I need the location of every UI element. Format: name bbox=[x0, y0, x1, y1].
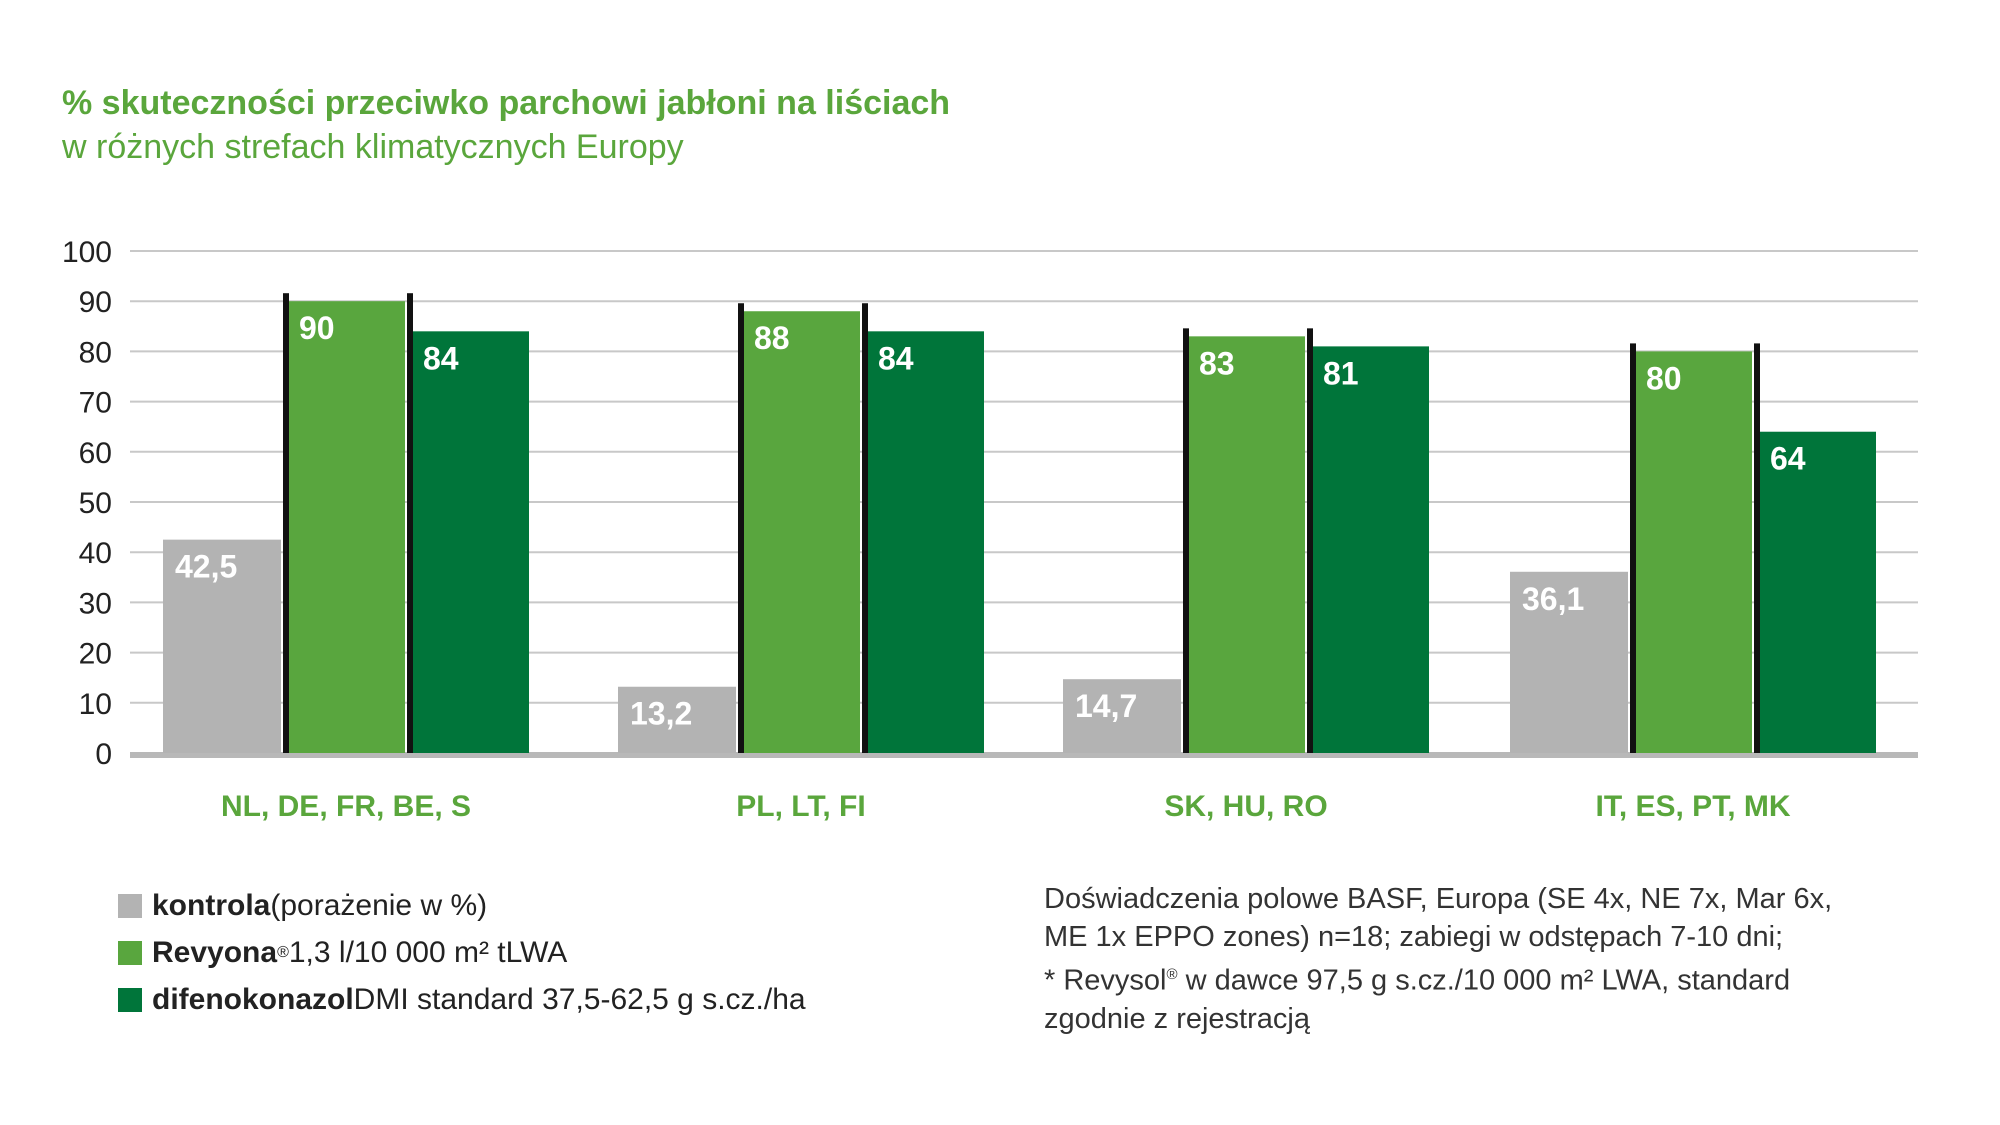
bar-edge bbox=[738, 303, 744, 753]
bar-chart: 0 10 20 30 40 50 60 70 80 90 100 42,5 90 84 NL, DE, FR… bbox=[62, 236, 1918, 823]
bar-kontrola bbox=[1510, 571, 1628, 753]
y-tick-label: 40 bbox=[79, 537, 112, 570]
bar-edge bbox=[862, 303, 868, 753]
bar-kontrola bbox=[1063, 679, 1181, 753]
data-label: 14,7 bbox=[1075, 688, 1137, 724]
bar-difenokonazol bbox=[1311, 346, 1429, 753]
y-tick-label: 80 bbox=[79, 336, 112, 369]
x-category-label: SK, HU, RO bbox=[1164, 790, 1327, 823]
legend-label-bold: Revyona bbox=[152, 935, 278, 969]
data-label: 36,1 bbox=[1522, 581, 1584, 617]
bar-difenokonazol bbox=[1758, 431, 1876, 753]
chart-title: % skuteczności przeciwko parchowi jabłon… bbox=[62, 84, 951, 122]
data-label: 80 bbox=[1646, 360, 1682, 396]
legend-item-revyona: Revyona ® 1,3 l/10 000 m² tLWA bbox=[118, 929, 806, 976]
y-tick-label: 0 bbox=[95, 738, 112, 771]
bar-kontrola bbox=[163, 539, 281, 753]
footnote-line: Doświadczenia polowe BASF, Europa (SE 4x… bbox=[1044, 883, 1833, 915]
bar-edge bbox=[1754, 343, 1760, 753]
bar-edge bbox=[1307, 328, 1313, 753]
legend-swatch-revyona bbox=[118, 940, 142, 965]
legend-swatch-kontrola bbox=[118, 893, 142, 918]
bar-edge bbox=[407, 293, 413, 753]
legend-item-difenokonazol: difenokonazol DMI standard 37,5-62,5 g s… bbox=[118, 976, 806, 1023]
data-label: 90 bbox=[299, 310, 335, 346]
data-label: 84 bbox=[423, 340, 459, 376]
x-category-label: IT, ES, PT, MK bbox=[1595, 790, 1790, 823]
legend-label-rest: 1,3 l/10 000 m² tLWA bbox=[288, 935, 568, 969]
bar-kontrola bbox=[618, 686, 736, 753]
bar-Revyona bbox=[742, 311, 860, 753]
data-label: 13,2 bbox=[630, 696, 692, 732]
legend-label-bold: difenokonazol bbox=[152, 982, 354, 1016]
bar-Revyona bbox=[1634, 351, 1752, 753]
y-tick-label: 90 bbox=[79, 286, 112, 319]
bar-Revyona bbox=[287, 301, 405, 753]
y-tick-label: 10 bbox=[79, 688, 112, 721]
bar-difenokonazol bbox=[866, 331, 984, 753]
legend-label-rest: (porażenie w %) bbox=[270, 888, 488, 922]
y-tick-label: 60 bbox=[79, 437, 112, 470]
y-tick-label: 100 bbox=[62, 236, 112, 269]
chart-subtitle: w różnych strefach klimatycznych Europy bbox=[62, 128, 684, 166]
data-label: 42,5 bbox=[175, 549, 237, 585]
footnote-text: * Revysol bbox=[1044, 964, 1167, 997]
footnote: Doświadczenia polowe BASF, Europa (SE 4x… bbox=[1044, 880, 1944, 1038]
legend-label-sup: ® bbox=[277, 943, 289, 961]
bar-edge bbox=[283, 293, 289, 753]
x-category-label: NL, DE, FR, BE, S bbox=[221, 790, 471, 823]
legend-swatch-difenokonazol bbox=[118, 987, 142, 1012]
y-tick-label: 70 bbox=[79, 387, 112, 420]
data-label: 64 bbox=[1770, 441, 1806, 477]
legend: kontrola (porażenie w %) Revyona ® 1,3 l/… bbox=[118, 882, 806, 1023]
data-label: 88 bbox=[754, 320, 790, 356]
y-tick-label: 30 bbox=[79, 587, 112, 620]
legend-label-bold: kontrola bbox=[152, 888, 271, 922]
data-label: 84 bbox=[878, 340, 914, 376]
footnote-text: w dawce 97,5 g s.cz./10 000 m² LWA, stan… bbox=[1177, 964, 1791, 997]
legend-item-kontrola: kontrola (porażenie w %) bbox=[118, 882, 806, 929]
footnote-line: zgodnie z rejestracją bbox=[1044, 1002, 1310, 1035]
footnote-line: ME 1x EPPO zones) n=18; zabiegi w odstęp… bbox=[1044, 921, 1784, 953]
footnote-sup: ® bbox=[1166, 966, 1178, 983]
bar-edge bbox=[1630, 343, 1636, 753]
bar-Revyona bbox=[1187, 336, 1305, 753]
footnote-line: * Revysol® w dawce 97,5 g s.cz./10 000 m… bbox=[1044, 956, 1944, 1000]
y-tick-label: 50 bbox=[79, 487, 112, 520]
bar-edge bbox=[1183, 328, 1189, 753]
data-label: 81 bbox=[1323, 355, 1359, 391]
data-label: 83 bbox=[1199, 345, 1235, 381]
x-category-label: PL, LT, FI bbox=[736, 790, 865, 823]
y-tick-label: 20 bbox=[79, 638, 112, 671]
bar-difenokonazol bbox=[411, 331, 529, 753]
legend-label-rest: DMI standard 37,5-62,5 g s.cz./ha bbox=[353, 982, 806, 1016]
